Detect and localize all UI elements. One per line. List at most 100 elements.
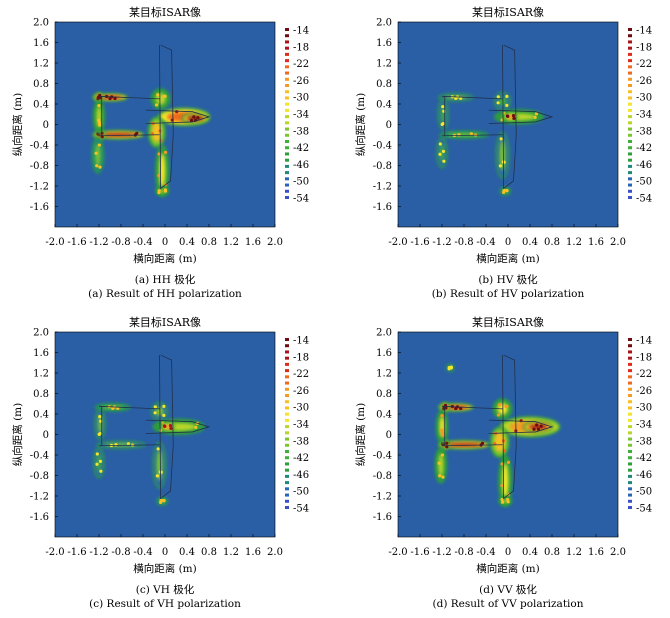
speckle xyxy=(97,143,101,147)
speckle xyxy=(438,142,442,146)
x-axis-label: 横向距离 (m) xyxy=(476,252,540,265)
colorbar-tick-label: -42 xyxy=(636,143,652,154)
colorbar-swatch xyxy=(285,102,289,106)
speckle xyxy=(163,188,168,192)
speckle xyxy=(98,165,102,169)
colorbar-swatch xyxy=(285,369,289,373)
colorbar-tick-label: -34 xyxy=(636,420,652,431)
y-tick-label: -1.6 xyxy=(30,512,49,523)
colorbar-swatch xyxy=(628,164,632,168)
wing-outline xyxy=(159,44,174,190)
colorbar-swatch xyxy=(628,90,632,94)
y-tick-label: 0.8 xyxy=(376,79,392,90)
colorbar-tick-label: -46 xyxy=(293,470,309,481)
colorbar-swatch xyxy=(285,356,289,360)
colorbar-swatch xyxy=(285,400,289,404)
colorbar-swatch xyxy=(285,189,289,193)
colorbar-tick-label: -30 xyxy=(293,403,309,414)
colorbar-swatch xyxy=(285,431,289,435)
colorbar-tick-label: -18 xyxy=(293,42,309,53)
colorbar-swatch xyxy=(628,158,632,162)
speckle xyxy=(153,411,157,415)
x-tick-label: -2.0 xyxy=(388,237,407,248)
caption-cn: (d) VV 极化 xyxy=(479,583,537,596)
colorbar-swatch xyxy=(628,46,632,50)
colorbar-swatch xyxy=(628,381,632,385)
y-tick-label: -0.4 xyxy=(30,141,49,152)
speckle xyxy=(519,419,523,423)
speckle xyxy=(162,404,166,408)
colorbar-swatch xyxy=(628,77,632,81)
colorbar-swatch xyxy=(628,65,632,69)
colorbar-swatch xyxy=(628,127,632,131)
colorbar-swatch xyxy=(285,437,289,441)
colorbar-swatch xyxy=(628,394,632,397)
speckle xyxy=(156,93,160,97)
y-tick-label: 0 xyxy=(386,120,392,131)
x-tick-label: -2.0 xyxy=(45,547,64,558)
colorbar-swatch xyxy=(628,146,632,150)
y-tick-label: 0.8 xyxy=(376,389,392,400)
colorbar-swatch xyxy=(628,462,632,466)
colorbar-swatch xyxy=(285,115,289,119)
speckle xyxy=(94,151,98,155)
colorbar-swatch xyxy=(285,127,289,131)
colorbar-tick-label: -50 xyxy=(293,177,309,188)
colorbar-tick-label: -22 xyxy=(293,369,309,380)
y-tick-label: 1.6 xyxy=(33,348,49,359)
colorbar-swatch xyxy=(628,133,632,137)
colorbar-swatch xyxy=(628,84,632,87)
colorbar-swatch xyxy=(285,28,289,31)
colorbar-swatch xyxy=(628,506,632,509)
colorbar-swatch xyxy=(628,431,632,435)
colorbar-swatch xyxy=(285,108,289,112)
speckle xyxy=(95,452,99,456)
speckle xyxy=(533,115,537,119)
fuselage-outline xyxy=(145,419,211,434)
x-tick-label: 1.2 xyxy=(223,237,239,248)
colorbar-swatch xyxy=(628,437,632,441)
chart-title: 某目标ISAR像 xyxy=(129,315,201,329)
speckle xyxy=(500,500,505,504)
speckle xyxy=(438,152,442,156)
colorbar-tick-label: -38 xyxy=(636,126,652,137)
speckle xyxy=(440,428,444,432)
colorbar-swatch xyxy=(285,425,289,429)
speckle xyxy=(154,103,159,107)
boom-lower xyxy=(441,444,503,447)
speckle xyxy=(505,94,509,98)
x-tick-label: -0.8 xyxy=(454,237,473,248)
caption-cn: (a) HH 极化 xyxy=(135,273,196,286)
colorbar-swatch xyxy=(285,350,289,354)
chart-panel-3: 某目标ISAR像2.01.61.20.80.40-0.4-0.8-1.2-1.6… xyxy=(354,315,652,610)
x-tick-label: 2.0 xyxy=(267,237,283,248)
scatterer-core xyxy=(438,453,444,477)
speckle xyxy=(98,432,102,436)
colorbar-swatch xyxy=(628,177,632,181)
x-tick-label: -1.6 xyxy=(67,237,86,248)
x-tick-label: -0.4 xyxy=(476,547,495,558)
y-tick-label: 1.6 xyxy=(376,348,392,359)
speckle xyxy=(536,427,541,431)
x-tick-label: 2.0 xyxy=(267,547,283,558)
y-tick-label: 2.0 xyxy=(33,328,49,339)
boom-upper xyxy=(441,405,503,410)
y-tick-label: 0 xyxy=(43,430,49,441)
y-tick-label: 1.6 xyxy=(376,38,392,49)
speckle xyxy=(155,474,159,478)
colorbar-tick-label: -14 xyxy=(293,26,309,37)
y-tick-label: -1.6 xyxy=(30,202,49,213)
y-tick-label: -1.2 xyxy=(373,182,392,193)
colorbar-swatch xyxy=(285,77,289,81)
y-tick-label: -1.2 xyxy=(373,492,392,503)
speckle xyxy=(126,442,130,446)
colorbar-swatch xyxy=(628,115,632,119)
colorbar-swatch xyxy=(628,121,632,125)
colorbar-tick-label: -18 xyxy=(636,42,652,53)
colorbar-tick-label: -30 xyxy=(293,93,309,104)
x-tick-label: -1.2 xyxy=(89,547,108,558)
y-tick-label: 1.2 xyxy=(33,59,49,70)
colorbar-swatch xyxy=(285,394,289,397)
y-tick-label: 0.8 xyxy=(33,79,49,90)
speckle xyxy=(441,433,445,437)
